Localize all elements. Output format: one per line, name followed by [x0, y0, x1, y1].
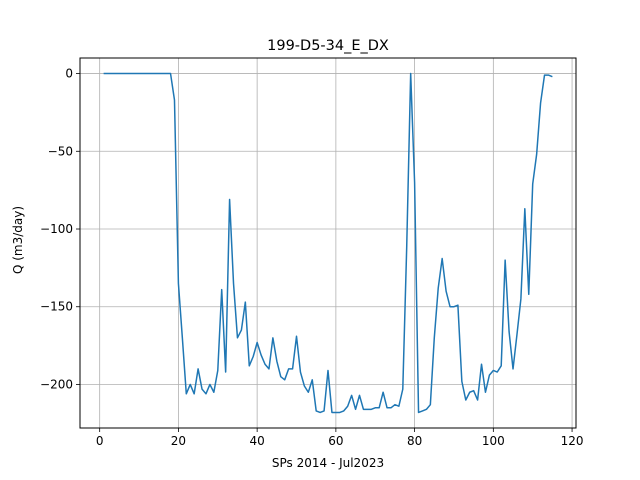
x-tick-label: 0 — [96, 434, 104, 448]
x-tick-label: 100 — [482, 434, 505, 448]
plot-area-frame — [79, 57, 577, 429]
series-line — [103, 72, 553, 414]
axis-ticks: 0 20 40 60 80 100 120 0 −50 −100 −150 −200 — [40, 67, 583, 448]
y-tick-label: −150 — [40, 300, 73, 314]
y-tick-label: −100 — [40, 222, 73, 236]
x-tick-label: 120 — [561, 434, 584, 448]
y-tick-label: −50 — [48, 144, 73, 158]
y-tick-label: −200 — [40, 377, 73, 391]
x-tick-label: 60 — [328, 434, 343, 448]
x-tick-label: 80 — [407, 434, 422, 448]
grid — [80, 58, 576, 428]
x-tick-label: 40 — [250, 434, 265, 448]
y-axis-label: Q (m3/day) — [11, 206, 25, 274]
series-layer — [103, 72, 553, 414]
y-tick-label: 0 — [65, 67, 73, 81]
chart-title: 199-D5-34_E_DX — [267, 38, 389, 54]
x-tick-label: 20 — [171, 434, 186, 448]
x-axis-label: SPs 2014 - Jul2023 — [272, 456, 384, 470]
